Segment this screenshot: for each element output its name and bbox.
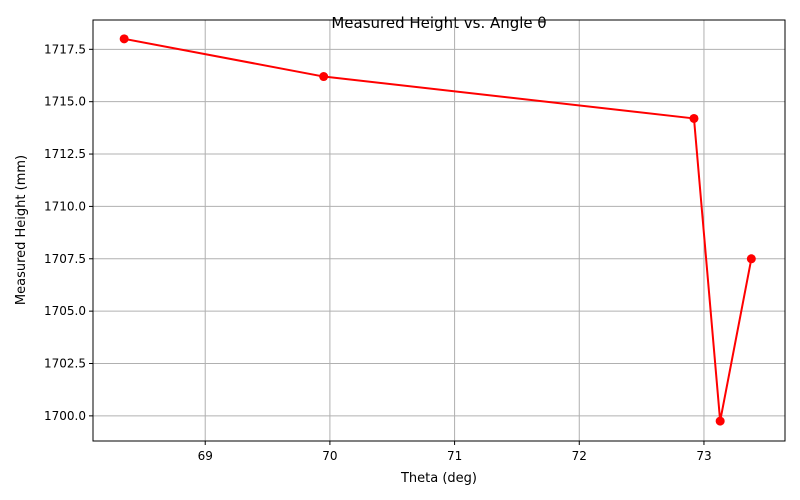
y-tick-label: 1707.5 <box>44 252 86 266</box>
y-tick-label: 1705.0 <box>44 304 86 318</box>
data-point <box>319 72 329 82</box>
y-axis-label: Measured Height (mm) <box>14 155 29 305</box>
series-layer <box>119 34 756 426</box>
y-tick-label: 1700.0 <box>44 409 86 423</box>
chart-title: Measured Height vs. Angle θ <box>331 14 546 32</box>
x-tick-label: 69 <box>198 449 213 463</box>
data-point <box>746 254 756 264</box>
x-tick-label: 73 <box>696 449 711 463</box>
x-tick-label: 71 <box>447 449 462 463</box>
y-tick-label: 1710.0 <box>44 199 86 213</box>
data-point <box>715 416 725 426</box>
y-tick-label: 1712.5 <box>44 147 86 161</box>
y-tick-label: 1717.5 <box>44 42 86 56</box>
x-tick-label: 70 <box>322 449 337 463</box>
x-tick-label: 72 <box>572 449 587 463</box>
y-tick-label: 1702.5 <box>44 357 86 371</box>
tick-marks <box>89 48 705 445</box>
x-axis-label: Theta (deg) <box>400 471 477 486</box>
y-tick-label: 1715.0 <box>44 95 86 109</box>
plot-frame <box>92 19 786 442</box>
data-point <box>119 34 129 44</box>
data-point <box>689 113 699 123</box>
